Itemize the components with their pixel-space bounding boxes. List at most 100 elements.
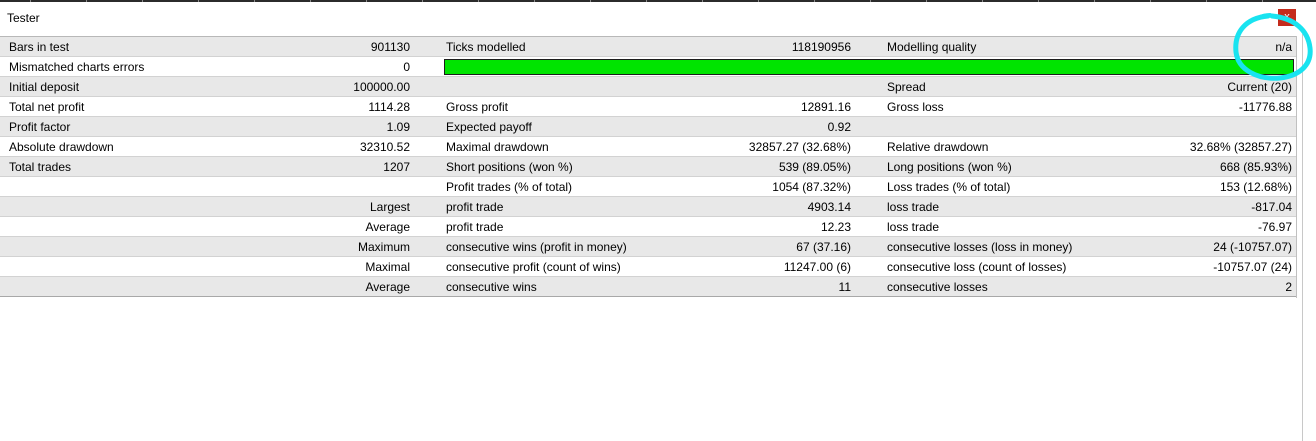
cell-value-1: 1.09 (386, 120, 410, 134)
progress-bar (444, 59, 1294, 75)
cell-value-3: n/a (1275, 40, 1292, 54)
close-button[interactable]: x (1278, 9, 1296, 26)
strip-tick (86, 0, 87, 2)
strip-tick (142, 0, 143, 2)
top-strip (0, 0, 1316, 2)
strip-tick (814, 0, 815, 2)
strip-tick (310, 0, 311, 2)
cell-value-3: 668 (85.93%) (1219, 160, 1292, 174)
cell-label-3: loss trade (887, 220, 940, 234)
strip-tick (590, 0, 591, 2)
strip-tick (254, 0, 255, 2)
cell-value-2: 0.92 (827, 120, 851, 134)
cell-label-1: Profit factor (9, 120, 71, 134)
table-row: Total net profit 1114.28 Gross profit 12891… (0, 97, 1296, 117)
cell-label-2: consecutive profit (count of wins) (446, 260, 621, 274)
strip-tick (422, 0, 423, 2)
cell-value-2: 539 (89.05%) (778, 160, 851, 174)
cell-label-1: Bars in test (9, 40, 70, 54)
table-row: Maximum consecutive wins (profit in money… (0, 237, 1296, 257)
table-row: Mismatched charts errors 0 (0, 57, 1296, 77)
strip-tick (1094, 0, 1095, 2)
cell-label-2: Ticks modelled (446, 40, 526, 54)
table-row: Total trades 1207 Short positions (won %) 5… (0, 157, 1296, 177)
cell-value-2: 12.23 (820, 220, 851, 234)
table-row: Absolute drawdown 32310.52 Maximal drawdow… (0, 137, 1296, 157)
cell-value-1: 100000.00 (353, 80, 410, 94)
cell-label-2: consecutive wins (profit in money) (446, 240, 627, 254)
strip-tick (1206, 0, 1207, 2)
cell-label-3: Spread (887, 80, 926, 94)
cell-label-2: Profit trades (% of total) (446, 180, 573, 194)
cell-value-3: Current (20) (1227, 80, 1292, 94)
cell-value-2: 1054 (87.32%) (772, 180, 851, 194)
cell-value-1: Maximum (357, 240, 410, 254)
cell-value-3: -11776.88 (1238, 100, 1292, 114)
strip-tick (30, 0, 31, 2)
strip-tick (702, 0, 703, 2)
cell-value-3: 32.68% (32857.27) (1189, 140, 1292, 154)
cell-value-3: -817.04 (1251, 200, 1292, 214)
cell-value-1: 901130 (370, 40, 410, 54)
table-right-border (1296, 36, 1297, 298)
cell-label-2: Maximal drawdown (446, 140, 549, 154)
strip-tick (758, 0, 759, 2)
strip-tick (366, 0, 367, 2)
table-row: Maximal consecutive profit (count of wins… (0, 257, 1296, 277)
cell-label-3: consecutive losses (887, 280, 988, 294)
cell-value-2: 11247.00 (6) (783, 260, 851, 274)
table-row: Largest profit trade 4903.14 loss trade -817… (0, 197, 1296, 217)
cell-value-2: 118190956 (791, 40, 851, 54)
cell-value-2: 11 (838, 280, 851, 294)
cell-label-3: Modelling quality (887, 40, 977, 54)
cell-label-2: Gross profit (446, 100, 509, 114)
cell-label-1: Mismatched charts errors (9, 60, 145, 74)
cell-label-2: consecutive wins (446, 280, 537, 294)
strip-tick (1038, 0, 1039, 2)
cell-value-1: Maximal (365, 260, 410, 274)
cell-label-3: Gross loss (887, 100, 944, 114)
cell-value-1: Average (365, 220, 410, 234)
table-row: Average consecutive wins 11 consecutive los… (0, 277, 1296, 297)
cell-value-1: 1207 (383, 160, 410, 174)
strip-tick (982, 0, 983, 2)
cell-label-2: Short positions (won %) (446, 160, 573, 174)
cell-label-1: Absolute drawdown (9, 140, 114, 154)
strip-tick (1150, 0, 1151, 2)
cell-label-3: consecutive loss (count of losses) (887, 260, 1067, 274)
cell-value-1: 32310.52 (359, 140, 410, 154)
cell-value-1: 0 (403, 60, 410, 74)
strip-tick (1262, 0, 1263, 2)
cell-label-3: consecutive losses (loss in money) (887, 240, 1073, 254)
cell-label-3: Relative drawdown (887, 140, 989, 154)
cell-value-1: Largest (369, 200, 410, 214)
report-table: Bars in test 901130 Ticks modelled 11819095… (0, 36, 1296, 297)
cell-value-3: -76.97 (1257, 220, 1292, 234)
cell-label-2: profit trade (446, 220, 504, 234)
strip-tick (870, 0, 871, 2)
table-row: Profit factor 1.09 Expected payoff 0.92 (0, 117, 1296, 137)
cell-value-1: Average (365, 280, 410, 294)
cell-label-1: Total net profit (9, 100, 85, 114)
strip-tick (646, 0, 647, 2)
cell-label-2: profit trade (446, 200, 504, 214)
window-title: Tester (7, 11, 40, 25)
cell-label-1: Total trades (9, 160, 72, 174)
cell-value-1: 1114.28 (368, 100, 410, 114)
cell-value-2: 12891.16 (800, 100, 851, 114)
cell-value-3: 153 (12.68%) (1219, 180, 1292, 194)
cell-value-3: 2 (1285, 280, 1292, 294)
title-bar: Tester x (0, 2, 1303, 34)
cell-label-1: Initial deposit (9, 80, 80, 94)
strip-tick (534, 0, 535, 2)
cell-label-2: Expected payoff (446, 120, 532, 134)
cell-label-3: Loss trades (% of total) (887, 180, 1011, 194)
strip-tick (198, 0, 199, 2)
strip-tick (478, 0, 479, 2)
table-row: Bars in test 901130 Ticks modelled 11819095… (0, 37, 1296, 57)
cell-label-3: loss trade (887, 200, 940, 214)
cell-value-2: 4903.14 (807, 200, 851, 214)
cell-value-2: 67 (37.16) (796, 240, 851, 254)
cell-value-2: 32857.27 (32.68%) (748, 140, 851, 154)
